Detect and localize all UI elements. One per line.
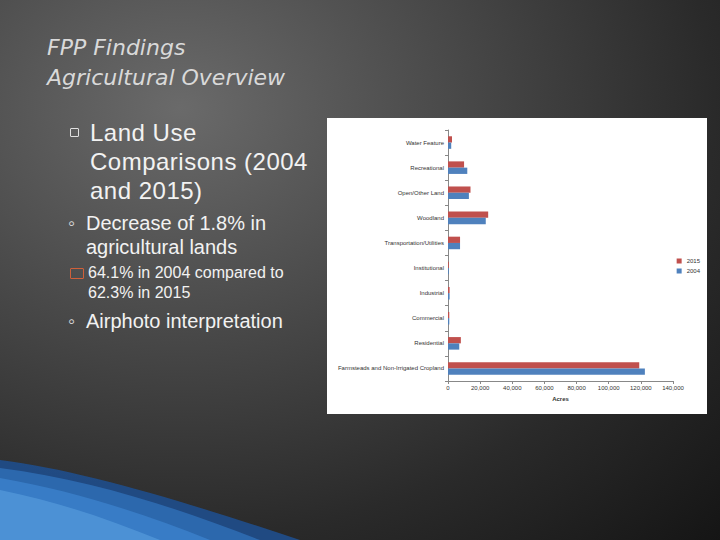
svg-text:60,000: 60,000 [535, 385, 554, 391]
svg-text:0: 0 [446, 385, 450, 391]
svg-text:Recreational: Recreational [410, 165, 444, 171]
html-text:Decrease of 1.8% in agricultur: Decrease of 1.8% in agricultural lands [86, 212, 267, 258]
svg-text:40,000: 40,000 [503, 385, 522, 391]
svg-text:Woodland: Woodland [417, 215, 444, 221]
svg-text:Open/Other Land: Open/Other Land [398, 190, 444, 196]
svg-text:Institutional: Institutional [414, 265, 444, 271]
html-text:Airphoto interpretation: Airphoto interpretation [86, 310, 283, 332]
svg-text:80,000: 80,000 [567, 385, 586, 391]
svg-text:Transportation/Utilities: Transportation/Utilities [385, 240, 444, 246]
html-text:64.1% in 2004 compared to 62.3: 64.1% in 2004 compared to 62.3% in 2015 [88, 264, 284, 301]
svg-text:Commercial: Commercial [412, 315, 444, 321]
svg-text:120,000: 120,000 [630, 385, 652, 391]
html-text:Land Use Comparisons (2004 and: Land Use Comparisons (2004 and 2015) [90, 119, 308, 204]
svg-text:Industrial: Industrial [420, 290, 444, 296]
html-text:FPP Findings: FPP Findings [47, 35, 186, 60]
svg-text:Residential: Residential [414, 340, 444, 346]
svg-text:2015: 2015 [687, 258, 701, 264]
svg-text:140,000: 140,000 [662, 385, 684, 391]
svg-text:Farmsteads and Non-Irrigated C: Farmsteads and Non-Irrigated Cropland [338, 365, 444, 371]
svg-text:100,000: 100,000 [598, 385, 620, 391]
svg-text:Acres: Acres [552, 396, 569, 402]
svg-text:2004: 2004 [687, 268, 701, 274]
svg-text:Water Feature: Water Feature [406, 140, 445, 146]
svg-text:20,000: 20,000 [471, 385, 490, 391]
html-text:Agricultural Overview: Agricultural Overview [47, 65, 286, 90]
